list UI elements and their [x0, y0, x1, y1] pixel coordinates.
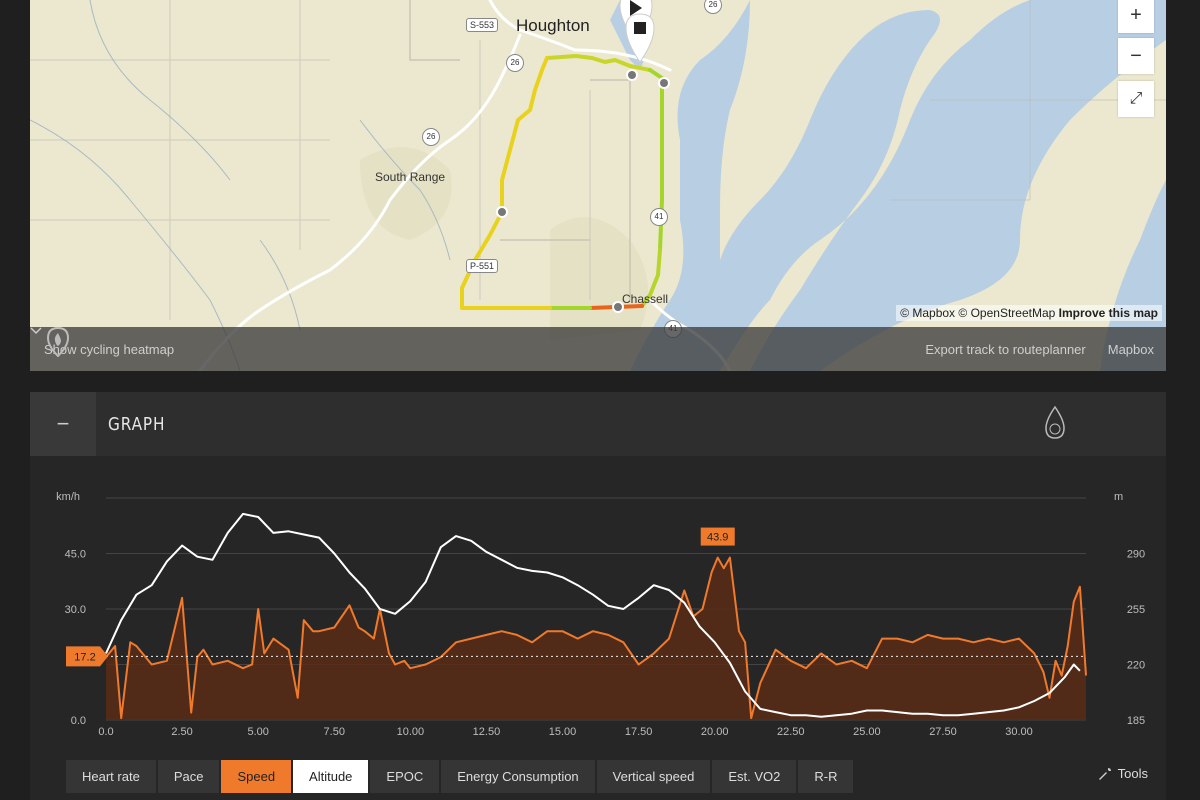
x-tick-label: 20.00	[701, 726, 729, 738]
x-tick-label: 5.00	[247, 726, 268, 738]
y-right-tick-label: 290	[1127, 549, 1145, 561]
chart-svg[interactable]: 0.0 30.0 45.0 km/h 185 220 255 290 m 0.0 2.50 5.00 7…	[30, 456, 1166, 746]
tools-button[interactable]: Tools	[1098, 766, 1148, 781]
y-left-tick-label: 45.0	[65, 549, 86, 561]
tab-r-r[interactable]: R-R	[798, 760, 854, 793]
route-waypoints	[496, 69, 670, 313]
osm-attribution-link[interactable]: © OpenStreetMap	[958, 306, 1056, 320]
chevron-down-icon	[30, 327, 42, 335]
tools-label: Tools	[1117, 766, 1148, 781]
show-heatmap-toggle[interactable]: Show cycling heatmap	[44, 341, 175, 357]
collapse-graph-button[interactable]: −	[30, 392, 96, 456]
x-tick-label: 10.00	[397, 726, 425, 738]
average-badge	[66, 646, 108, 667]
x-tick-label: 25.00	[853, 726, 881, 738]
tab-speed[interactable]: Speed	[221, 760, 292, 793]
improve-map-link[interactable]: Improve this map	[1058, 306, 1158, 320]
map-attribution: © Mapbox © OpenStreetMap Improve this ma…	[896, 305, 1162, 321]
x-tick-label: 2.50	[171, 726, 192, 738]
tab-pace[interactable]: Pace	[157, 760, 220, 793]
place-houghton: Houghton	[516, 16, 590, 35]
x-tick-label: 30.00	[1005, 726, 1033, 738]
y-left-unit-label: km/h	[56, 491, 80, 503]
road-shield-us41: 41	[650, 208, 668, 226]
road-shield-26: 26	[506, 54, 524, 72]
place-chassell: Chassell	[622, 292, 669, 306]
max-badge	[700, 527, 735, 546]
speed-altitude-chart[interactable]: 0.0 30.0 45.0 km/h 185 220 255 290 m 0.0 2.50 5.00 7…	[30, 456, 1166, 746]
map-style-select[interactable]: Mapbox	[30, 327, 1154, 357]
average-value-label: 17.2	[74, 651, 95, 663]
tab-heart-rate[interactable]: Heart rate	[66, 760, 156, 793]
tab-altitude[interactable]: Altitude	[293, 760, 369, 793]
x-tick-label: 22.50	[777, 726, 805, 738]
export-track-link[interactable]: Export track to routeplanner	[925, 341, 1086, 357]
y-right-tick-label: 185	[1127, 715, 1145, 727]
map-view[interactable]: Houghton South Range Chassell S-553 26 2…	[30, 0, 1166, 371]
heatmap-icon[interactable]	[46, 327, 70, 357]
altitude-line	[105, 512, 1081, 718]
water-drop-icon[interactable]	[1042, 406, 1068, 440]
y-right-unit-label: m	[1114, 491, 1123, 503]
mapbox-attribution-link[interactable]: © Mapbox	[900, 306, 956, 320]
start-finish-markers	[619, 0, 655, 63]
graph-tabs: Heart rate Pace Speed Altitude EPOC Energy Co…	[66, 760, 854, 793]
x-tick-label: 15.00	[549, 726, 577, 738]
y-left-tick-label: 30.0	[65, 604, 86, 616]
y-left-tick-label: 0.0	[71, 715, 86, 727]
speed-line	[105, 556, 1087, 720]
road-shield-s553: S-553	[466, 18, 499, 32]
x-tick-label: 12.50	[473, 726, 501, 738]
wrench-icon	[1098, 767, 1111, 780]
x-tick-label: 7.50	[324, 726, 345, 738]
zoom-in-button[interactable]: +	[1118, 0, 1154, 33]
graph-panel: − GRAPH 0.0 30.0 45.0 km/h 185 220 255 290 m 0.0 2…	[30, 392, 1166, 800]
x-tick-label: 0.0	[98, 726, 113, 738]
y-right-tick-label: 220	[1127, 660, 1145, 672]
zoom-out-button[interactable]: −	[1118, 38, 1154, 74]
road-shield-26: 26	[422, 128, 440, 146]
road-shield-26: 26	[704, 0, 722, 14]
speed-area	[106, 557, 1086, 720]
graph-header: − GRAPH	[30, 392, 1166, 456]
map-canvas	[30, 0, 1166, 371]
map-style-value: Mapbox	[1107, 341, 1154, 357]
x-tick-label: 17.50	[625, 726, 653, 738]
tab-vertical-speed[interactable]: Vertical speed	[596, 760, 711, 793]
tab-est-vo2[interactable]: Est. VO2	[712, 760, 797, 793]
road-shield-p551: P-551	[466, 259, 499, 273]
place-south-range: South Range	[375, 170, 446, 184]
tab-epoc[interactable]: EPOC	[370, 760, 440, 793]
max-value-label: 43.9	[707, 532, 728, 544]
tab-energy-consumption[interactable]: Energy Consumption	[441, 760, 595, 793]
y-right-tick-label: 255	[1127, 604, 1145, 616]
graph-title: GRAPH	[108, 413, 166, 435]
fullscreen-button[interactable]: ⤢	[1118, 81, 1154, 117]
x-tick-label: 27.50	[929, 726, 957, 738]
map-toolbar: Show cycling heatmap Export track to rou…	[30, 327, 1166, 371]
